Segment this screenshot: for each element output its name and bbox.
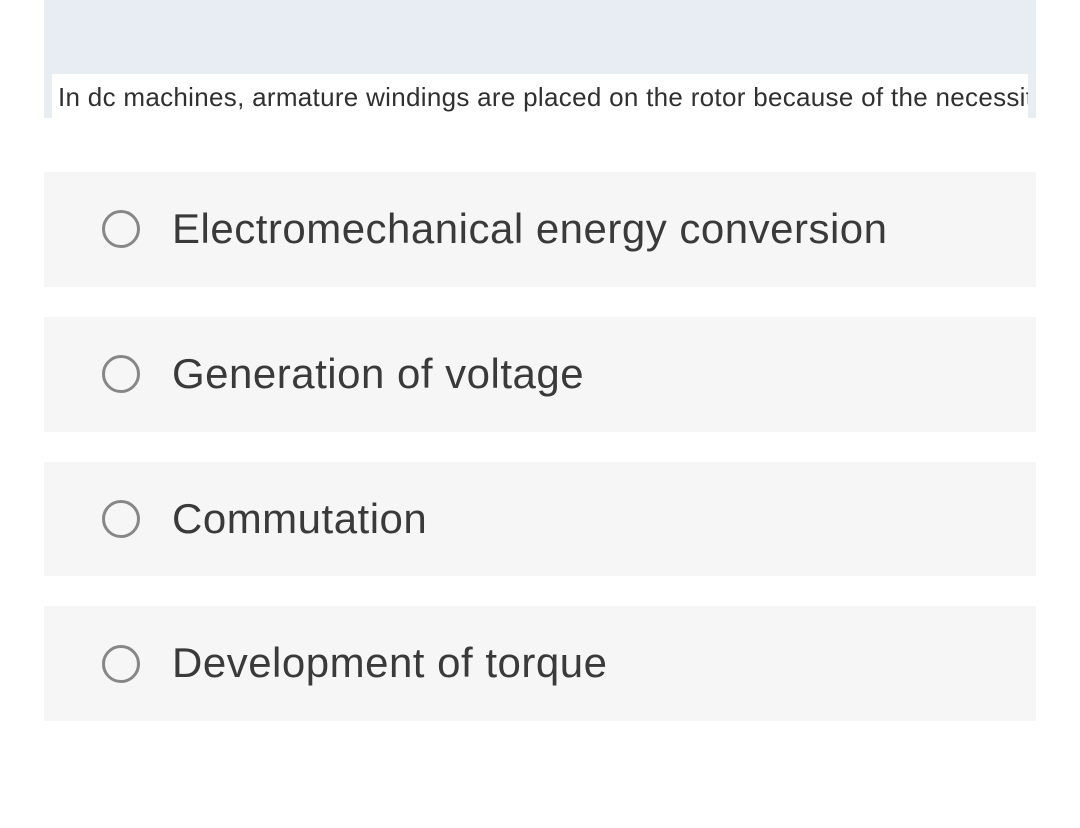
question-text: In dc machines, armature windings are pl… [58,82,1022,113]
option-label: Electromechanical energy conversion [172,200,888,259]
radio-icon[interactable] [102,645,140,683]
option-label: Commutation [172,490,427,549]
radio-icon[interactable] [102,500,140,538]
radio-icon[interactable] [102,210,140,248]
quiz-container: In dc machines, armature windings are pl… [0,0,1080,721]
radio-icon[interactable] [102,355,140,393]
options-list: Electromechanical energy conversion Gene… [44,172,1036,721]
option-2[interactable]: Commutation [44,462,1036,577]
option-label: Generation of voltage [172,345,584,404]
option-0[interactable]: Electromechanical energy conversion [44,172,1036,287]
option-label: Development of torque [172,634,607,693]
question-text-box: In dc machines, armature windings are pl… [52,74,1028,118]
option-1[interactable]: Generation of voltage [44,317,1036,432]
option-3[interactable]: Development of torque [44,606,1036,721]
question-block: In dc machines, armature windings are pl… [44,0,1036,118]
